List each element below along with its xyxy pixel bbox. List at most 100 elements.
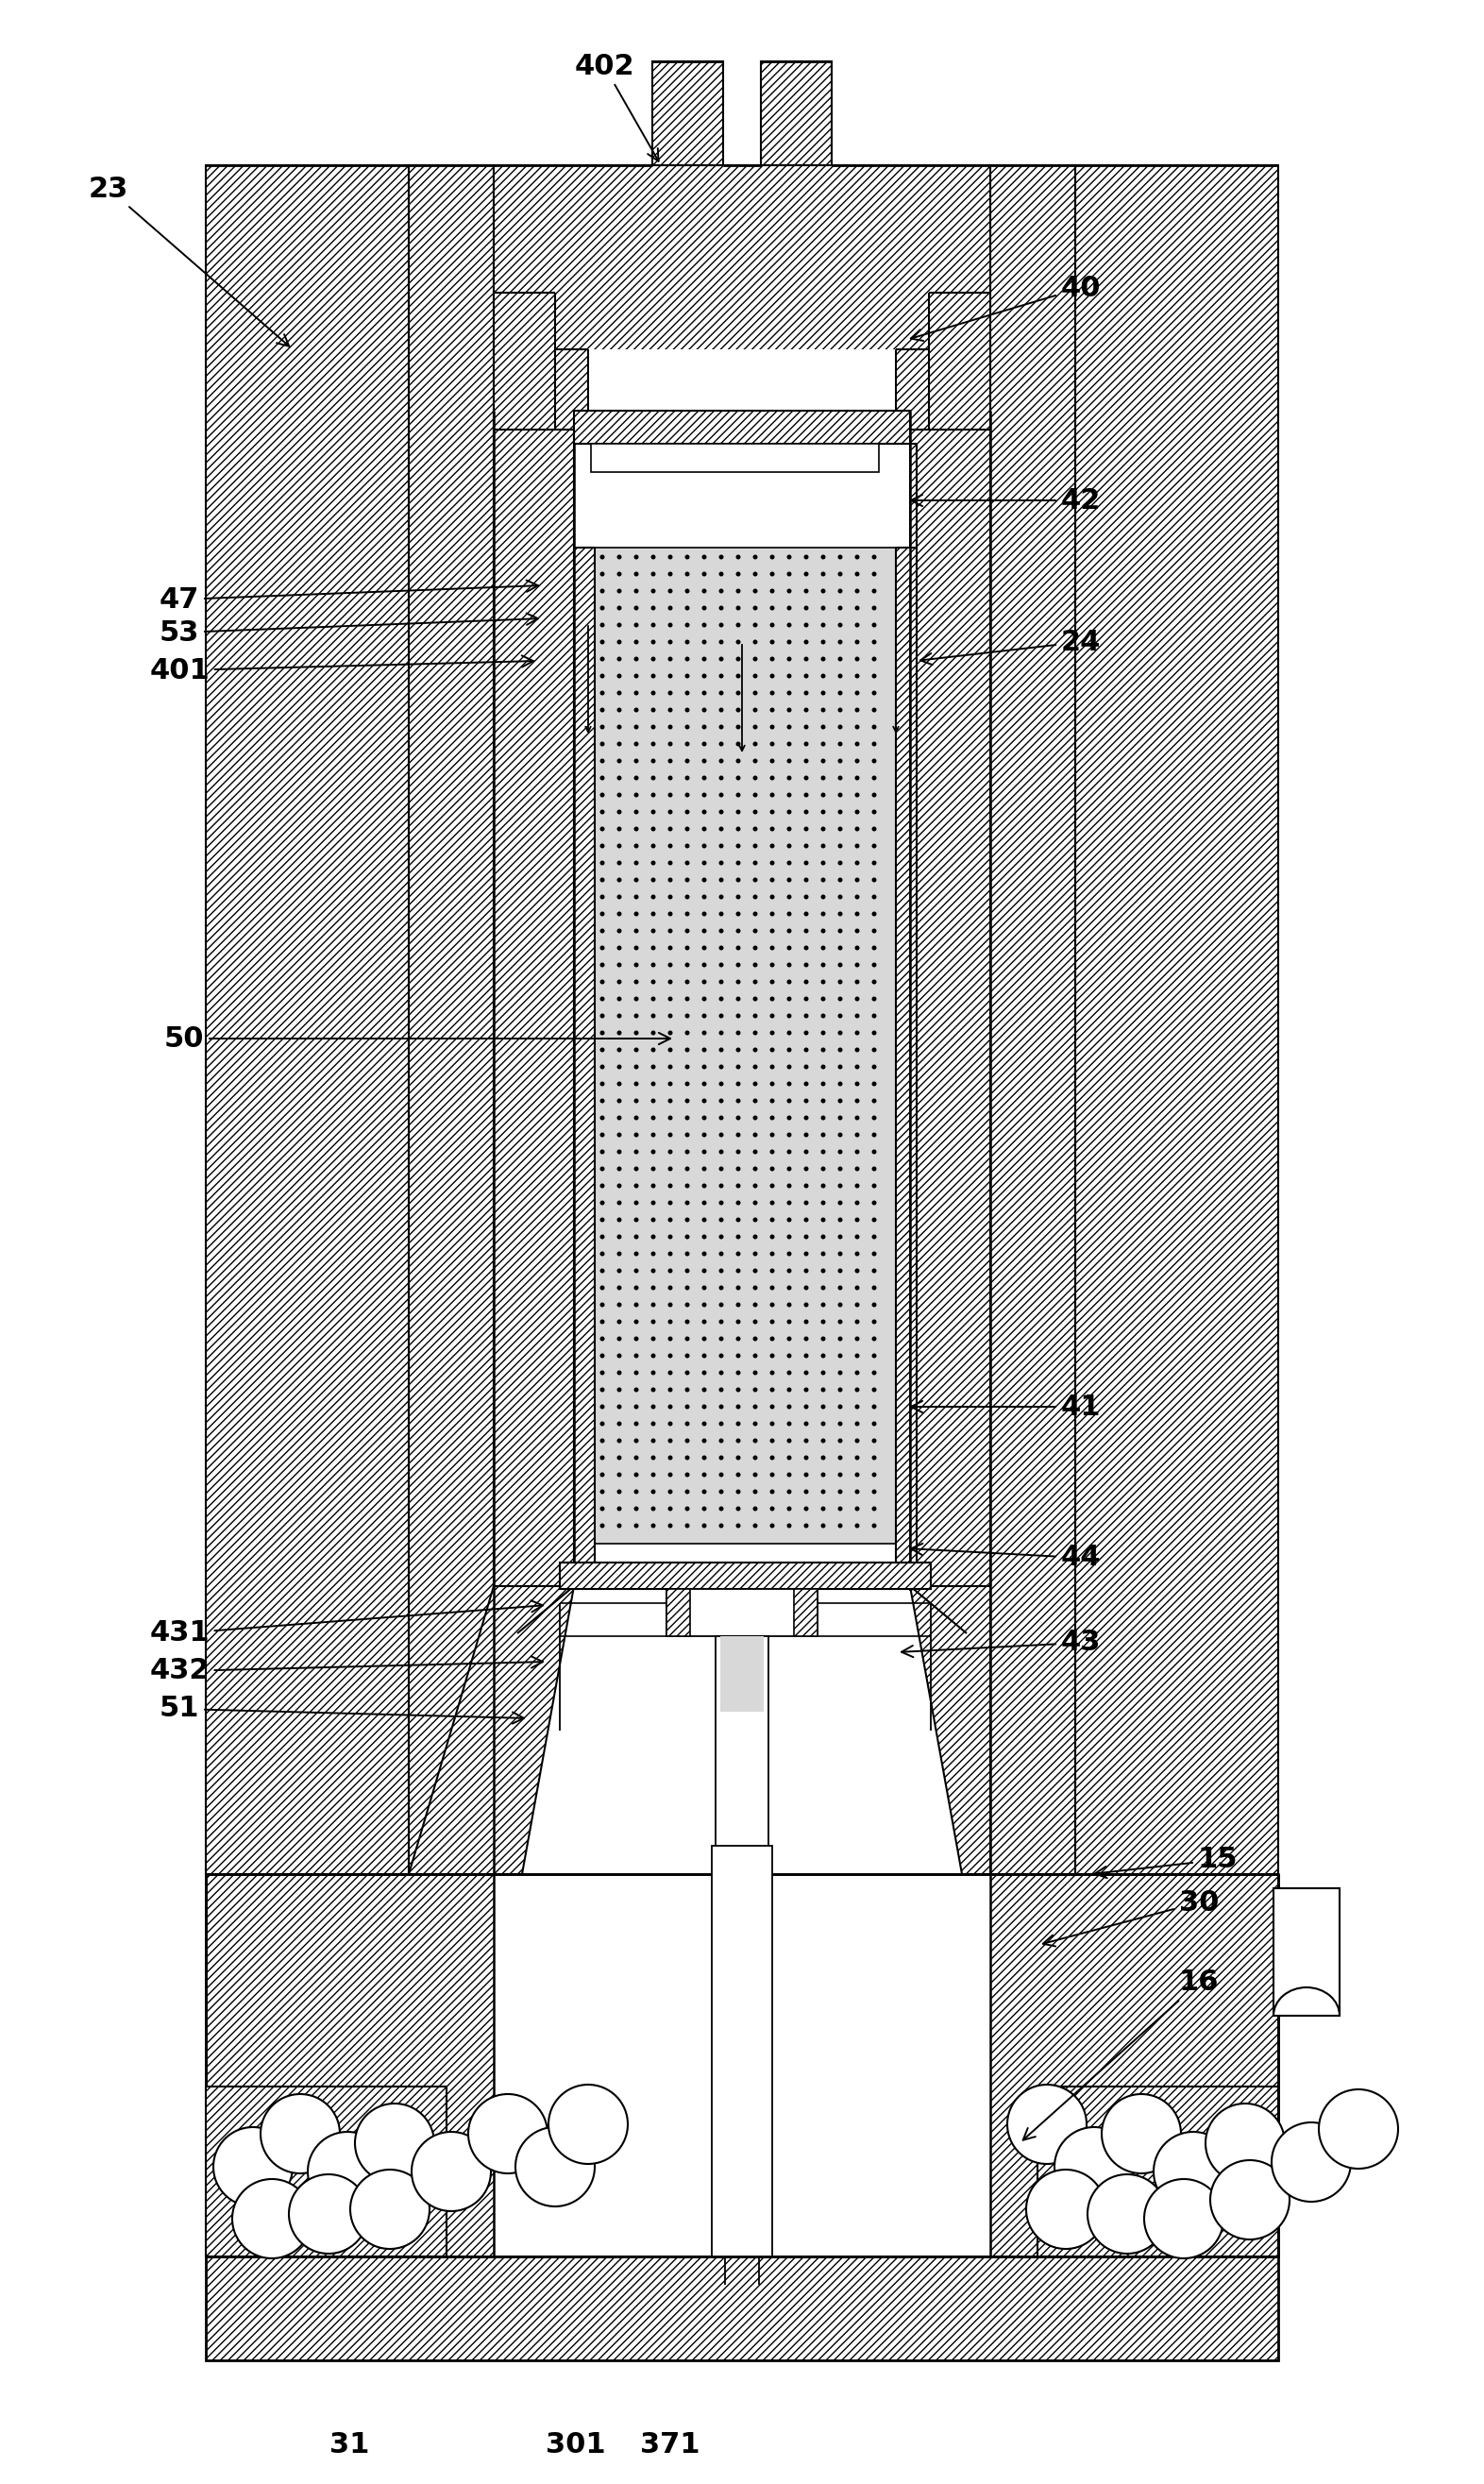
Circle shape <box>770 912 775 917</box>
Circle shape <box>600 1421 604 1426</box>
Circle shape <box>770 1284 775 1289</box>
Circle shape <box>804 571 809 576</box>
Circle shape <box>668 708 672 713</box>
Circle shape <box>702 673 706 678</box>
Circle shape <box>718 1200 724 1205</box>
Circle shape <box>718 1081 724 1086</box>
Circle shape <box>617 1490 622 1493</box>
Circle shape <box>787 1150 791 1155</box>
Circle shape <box>838 1438 843 1443</box>
Circle shape <box>651 1013 656 1018</box>
Circle shape <box>469 2094 548 2174</box>
Circle shape <box>686 1490 690 1493</box>
Circle shape <box>787 1133 791 1138</box>
Circle shape <box>617 1235 622 1240</box>
Circle shape <box>651 623 656 628</box>
Circle shape <box>871 894 877 899</box>
Circle shape <box>787 877 791 882</box>
Circle shape <box>651 725 656 730</box>
Circle shape <box>855 775 859 780</box>
Circle shape <box>651 743 656 745</box>
Circle shape <box>871 1167 877 1170</box>
Circle shape <box>838 859 843 864</box>
Circle shape <box>787 1066 791 1068</box>
Circle shape <box>855 571 859 576</box>
Circle shape <box>600 1505 604 1510</box>
Circle shape <box>651 1167 656 1170</box>
Text: 50: 50 <box>165 1026 671 1053</box>
Circle shape <box>651 1031 656 1036</box>
Circle shape <box>651 877 656 882</box>
Circle shape <box>821 1167 825 1170</box>
Circle shape <box>686 623 690 628</box>
Circle shape <box>804 656 809 661</box>
Circle shape <box>600 743 604 745</box>
Circle shape <box>617 589 622 594</box>
Circle shape <box>787 1217 791 1222</box>
Circle shape <box>702 845 706 850</box>
Circle shape <box>838 810 843 815</box>
Circle shape <box>651 1066 656 1068</box>
Circle shape <box>718 1438 724 1443</box>
Circle shape <box>752 1403 757 1408</box>
Circle shape <box>617 1421 622 1426</box>
Circle shape <box>718 1473 724 1478</box>
Circle shape <box>804 673 809 678</box>
Circle shape <box>855 810 859 815</box>
Circle shape <box>617 606 622 611</box>
Circle shape <box>838 1421 843 1426</box>
Circle shape <box>668 979 672 984</box>
Circle shape <box>787 912 791 917</box>
Circle shape <box>787 845 791 850</box>
Circle shape <box>871 691 877 696</box>
Circle shape <box>787 894 791 899</box>
Circle shape <box>600 1235 604 1240</box>
Circle shape <box>804 1523 809 1528</box>
Circle shape <box>736 961 741 966</box>
Circle shape <box>855 1421 859 1426</box>
Circle shape <box>855 1438 859 1443</box>
Circle shape <box>686 1302 690 1307</box>
Circle shape <box>617 656 622 661</box>
Circle shape <box>871 571 877 576</box>
Circle shape <box>855 1505 859 1510</box>
Circle shape <box>600 1319 604 1324</box>
Circle shape <box>1272 2121 1350 2201</box>
Circle shape <box>871 1284 877 1289</box>
Circle shape <box>617 691 622 696</box>
Circle shape <box>752 827 757 832</box>
Circle shape <box>736 1081 741 1086</box>
Circle shape <box>617 1150 622 1155</box>
Circle shape <box>804 1490 809 1493</box>
Circle shape <box>821 571 825 576</box>
Circle shape <box>752 1167 757 1170</box>
Circle shape <box>787 571 791 576</box>
Circle shape <box>804 859 809 864</box>
Circle shape <box>787 1167 791 1170</box>
Circle shape <box>821 1217 825 1222</box>
Circle shape <box>702 1438 706 1443</box>
Circle shape <box>686 1167 690 1170</box>
Circle shape <box>855 1217 859 1222</box>
Circle shape <box>686 708 690 713</box>
Circle shape <box>651 1473 656 1478</box>
Circle shape <box>617 673 622 678</box>
Circle shape <box>718 775 724 780</box>
Circle shape <box>736 1319 741 1324</box>
Circle shape <box>804 1505 809 1510</box>
Circle shape <box>668 810 672 815</box>
Circle shape <box>770 691 775 696</box>
Circle shape <box>838 946 843 951</box>
Circle shape <box>736 758 741 763</box>
Circle shape <box>804 877 809 882</box>
Circle shape <box>804 996 809 1001</box>
Circle shape <box>804 929 809 934</box>
Circle shape <box>702 1389 706 1391</box>
Bar <box>206 1873 494 2255</box>
Circle shape <box>736 1269 741 1274</box>
Circle shape <box>634 827 638 832</box>
Circle shape <box>871 1235 877 1240</box>
Circle shape <box>600 1438 604 1443</box>
Circle shape <box>838 1252 843 1257</box>
Circle shape <box>702 641 706 643</box>
